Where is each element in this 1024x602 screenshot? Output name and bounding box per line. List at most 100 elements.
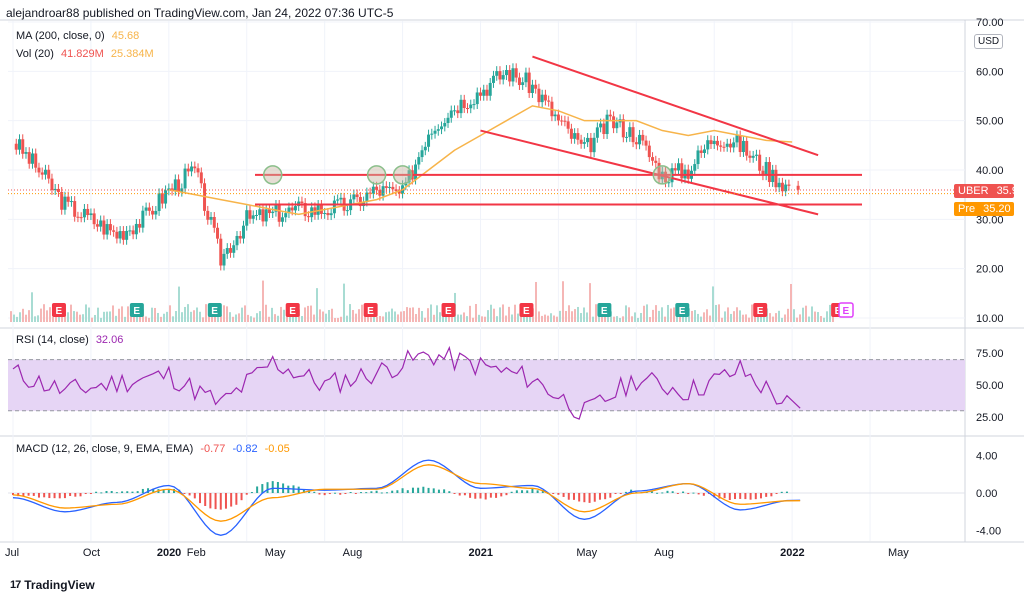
trend-lower-line [480, 129, 819, 216]
volume-bar [664, 316, 666, 322]
volume-bar [556, 316, 558, 322]
macd-histogram-bar [526, 490, 529, 493]
macd-histogram-bar [391, 490, 394, 493]
candle-body [644, 140, 648, 146]
volume-bar [562, 281, 564, 322]
price-tick-label: 20.00 [976, 264, 1004, 276]
volume-bar [691, 310, 693, 322]
volume-bar [694, 310, 696, 322]
x-axis-label: 2021 [468, 547, 492, 559]
candle-body [99, 220, 103, 227]
volume-bar [514, 304, 516, 322]
volume-bar [25, 314, 27, 322]
volume-bar [484, 316, 486, 322]
macd-histogram-bar [198, 493, 201, 504]
earnings-marker-label: E [367, 306, 374, 317]
candle-body [112, 230, 116, 232]
volume-bar [88, 307, 90, 322]
macd-histogram-bar [682, 491, 685, 493]
volume-bar [553, 315, 555, 322]
currency-button[interactable]: USD [974, 34, 1004, 49]
volume-bar [496, 316, 498, 322]
volume-bar [124, 316, 126, 322]
earnings-marker [363, 303, 378, 317]
candle-body [667, 182, 671, 184]
rsi-legend-label: RSI (14, close) [16, 334, 89, 346]
macd-tick-label: 0.00 [976, 488, 997, 500]
candle-body [267, 209, 271, 214]
candle-body [517, 77, 521, 86]
volume-bar [361, 304, 363, 322]
volume-bar [595, 304, 597, 322]
candle-body [780, 182, 784, 192]
ma-line [168, 105, 793, 216]
earnings-marker-label: E [445, 306, 452, 317]
volume-bar [805, 305, 807, 322]
volume-bar [292, 316, 294, 322]
macd-histogram-bar [484, 493, 487, 500]
volume-bar [661, 307, 663, 322]
macd-legend-v1: -0.77 [200, 443, 226, 455]
x-axis-label: May [265, 547, 286, 559]
candle-body [440, 126, 444, 130]
footer-logo[interactable]: 17 TradingView [10, 578, 95, 592]
macd-histogram-bar [422, 486, 425, 493]
candle-body [30, 153, 34, 164]
earnings-marker [51, 303, 66, 317]
volume-bar [418, 307, 420, 322]
volume-bar [202, 317, 204, 322]
earnings-marker [675, 303, 690, 317]
candle-body [641, 134, 645, 141]
volume-bar [46, 310, 48, 322]
volume-bar [28, 310, 30, 322]
candle-body [365, 192, 369, 202]
macd-legend-label: MACD (12, 26, close, 9, EMA, EMA) [16, 443, 194, 455]
volume-bar [73, 311, 75, 322]
volume-bar [160, 316, 162, 322]
candle-body [50, 178, 54, 190]
x-axis-label: Feb [187, 547, 206, 559]
candle-body [47, 169, 51, 179]
volume-bar [52, 316, 54, 322]
volume-bar [85, 304, 87, 322]
macd-histogram-bar [167, 489, 170, 493]
volume-bar [169, 305, 171, 322]
volume-bar [751, 304, 753, 322]
macd-histogram-bar [510, 491, 513, 493]
candle-body [673, 168, 677, 171]
volume-bar [619, 317, 621, 322]
volume-bar [568, 305, 570, 322]
price-tick-label: 40.00 [976, 165, 1004, 177]
volume-bar [184, 306, 186, 322]
volume-bar [817, 312, 819, 322]
volume-bar [280, 306, 282, 322]
candle-body [732, 142, 736, 148]
macd-histogram-bar [214, 493, 217, 510]
candle-body [271, 211, 275, 214]
macd-histogram-bar [739, 493, 742, 499]
volume-bar [634, 312, 636, 322]
volume-bar [583, 307, 585, 322]
volume-bar [808, 316, 810, 322]
candle-body [251, 215, 255, 219]
candle-body [446, 117, 450, 123]
earnings-marker [285, 303, 300, 317]
macd-histogram-bar [276, 481, 279, 493]
macd-histogram-bar [479, 493, 482, 499]
candle-body [258, 209, 262, 215]
candle-body [235, 235, 239, 246]
candle-body [92, 213, 96, 225]
candle-body [40, 172, 44, 175]
volume-bar [616, 316, 618, 322]
volume-bar [310, 305, 312, 322]
macd-histogram-bar [469, 493, 472, 498]
macd-histogram-bar [718, 493, 721, 499]
candle-body [566, 121, 570, 129]
candle-body [573, 133, 577, 139]
volume-bar [649, 317, 651, 322]
volume-bar [355, 313, 357, 322]
volume-bar [205, 304, 207, 322]
candle-body [219, 238, 223, 266]
volume-bar [505, 315, 507, 322]
